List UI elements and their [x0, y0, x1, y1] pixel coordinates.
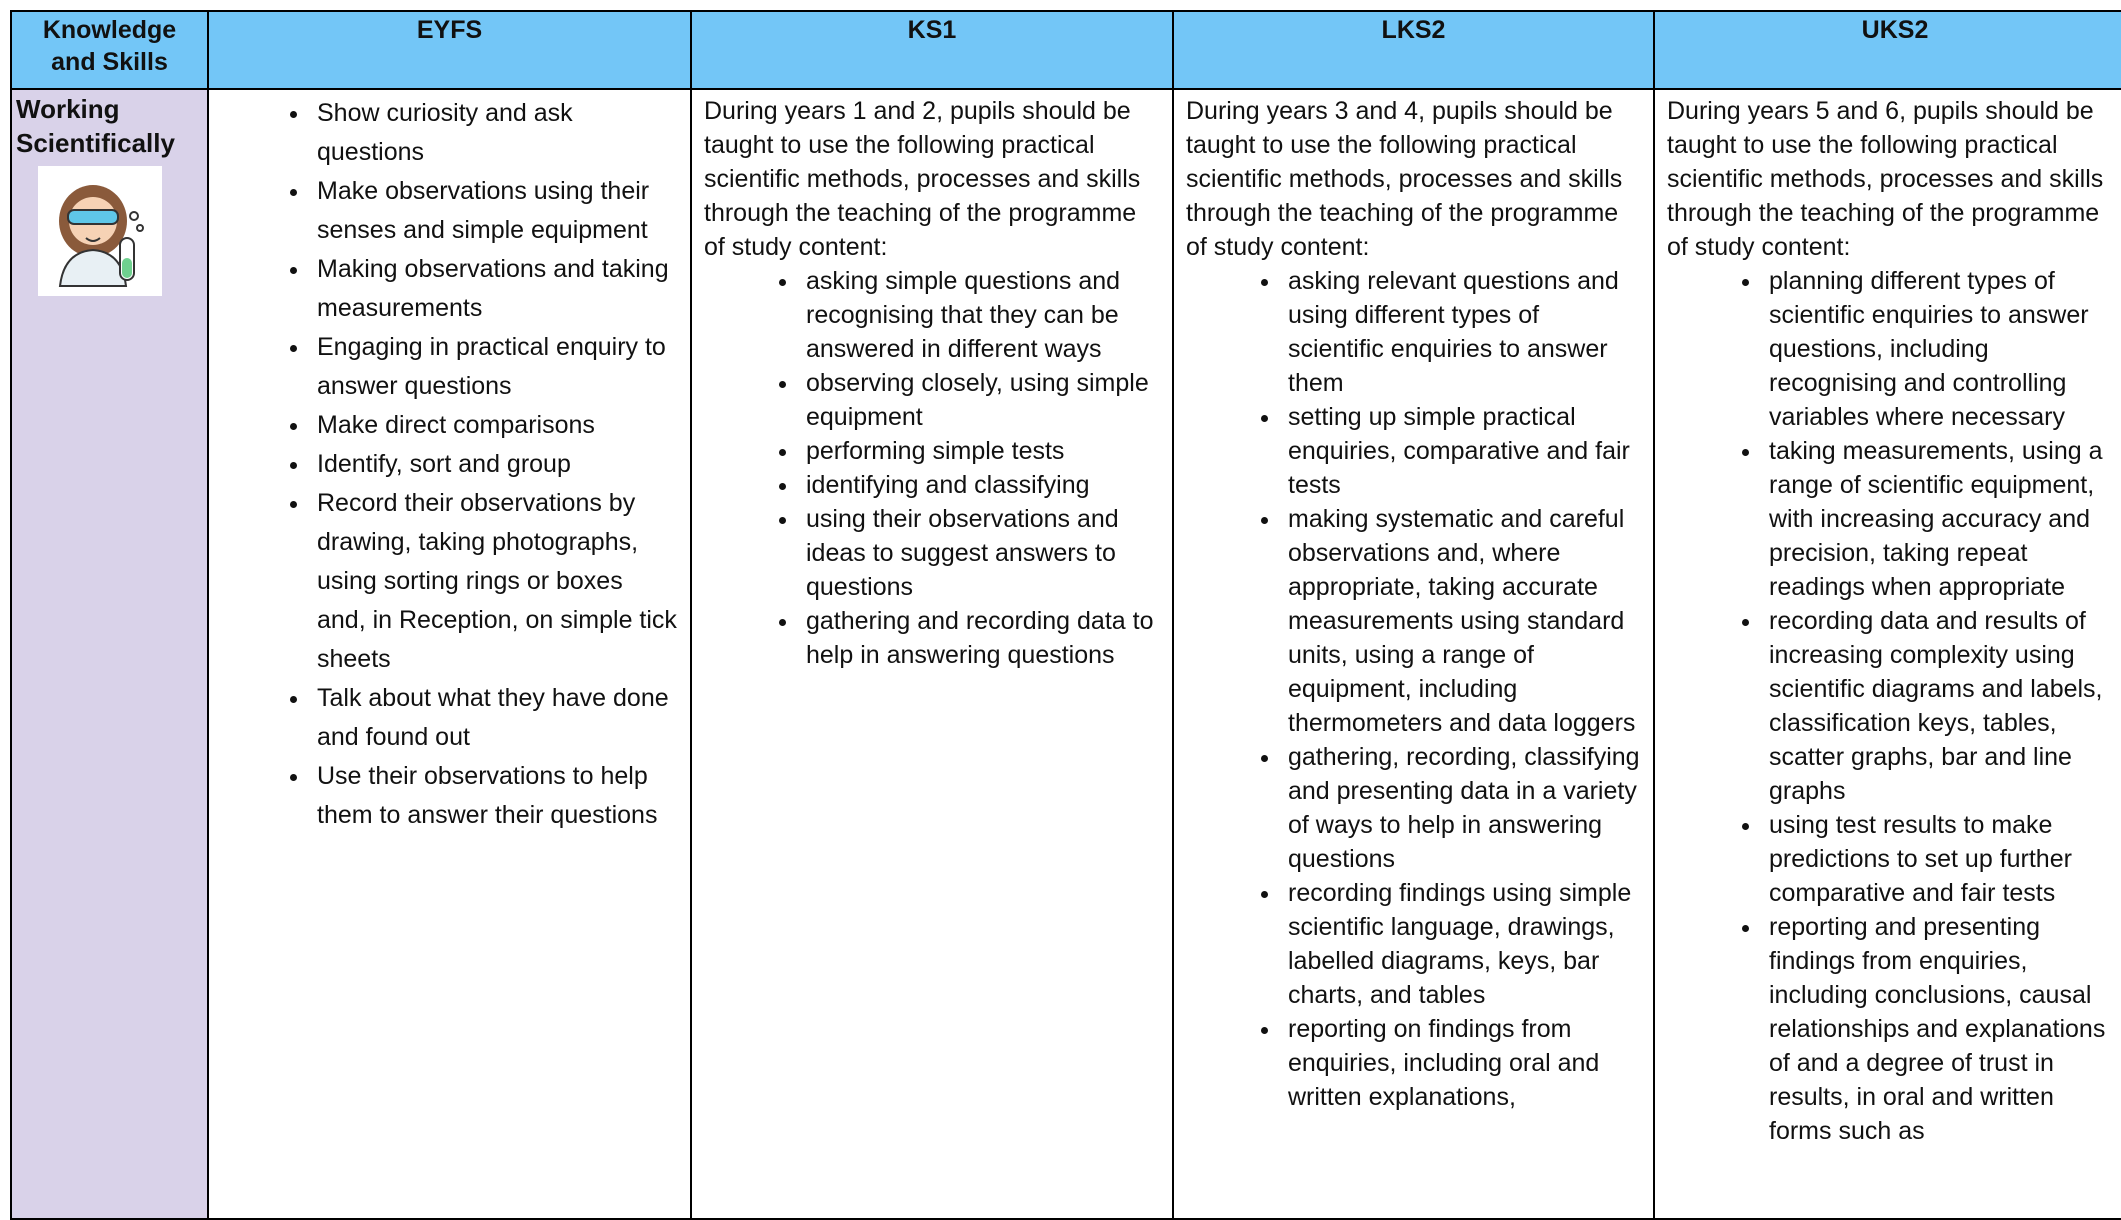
- bullet-item: reporting on findings from enquiries, in…: [1282, 1012, 1641, 1114]
- header-cell: UKS2: [1653, 10, 2121, 90]
- content-cell: During years 3 and 4, pupils should be t…: [1172, 88, 1655, 1220]
- bullet-item: observing closely, using simple equipmen…: [800, 366, 1160, 434]
- content-cell: Show curiosity and ask questionsMake obs…: [207, 88, 692, 1220]
- row-label-cell: Working Scientifically: [10, 88, 209, 1220]
- curriculum-table: Knowledge and Skills EYFS KS1 LKS2 UKS2 Work…: [10, 10, 2121, 1220]
- bullet-item: Use their observations to help them to a…: [311, 757, 678, 835]
- intro-text: During years 3 and 4, pupils should be t…: [1186, 97, 1623, 261]
- bullet-item: asking relevant questions and using diff…: [1282, 264, 1641, 400]
- header-row: Knowledge and Skills EYFS KS1 LKS2 UKS2: [10, 10, 2121, 90]
- intro-text: During years 1 and 2, pupils should be t…: [704, 97, 1141, 261]
- header-cell: EYFS: [207, 10, 692, 90]
- row-label: Working Scientifically: [16, 94, 175, 158]
- bullet-item: gathering, recording, classifying and pr…: [1282, 740, 1641, 876]
- header-cell: Knowledge and Skills: [10, 10, 209, 90]
- bullet-item: setting up simple practical enquiries, c…: [1282, 400, 1641, 502]
- content-cell: During years 1 and 2, pupils should be t…: [690, 88, 1174, 1220]
- bullet-item: Engaging in practical enquiry to answer …: [311, 328, 678, 406]
- bullet-item: recording data and results of increasing…: [1763, 604, 2121, 808]
- bullet-list: Show curiosity and ask questionsMake obs…: [221, 94, 678, 835]
- bullet-item: identifying and classifying: [800, 468, 1160, 502]
- bullet-item: Making observations and taking measureme…: [311, 250, 678, 328]
- bullet-item: Show curiosity and ask questions: [311, 94, 678, 172]
- bullet-item: planning different types of scientific e…: [1763, 264, 2121, 434]
- bullet-item: making systematic and careful observatio…: [1282, 502, 1641, 740]
- bullet-item: performing simple tests: [800, 434, 1160, 468]
- bullet-item: reporting and presenting findings from e…: [1763, 910, 2121, 1148]
- intro-text: During years 5 and 6, pupils should be t…: [1667, 97, 2104, 261]
- header-cell: KS1: [690, 10, 1174, 90]
- bullet-item: Make direct comparisons: [311, 406, 678, 445]
- row: Working Scientifically Show curiosity an…: [10, 88, 2121, 1220]
- bullet-list: asking simple questions and recognising …: [704, 264, 1160, 672]
- bullet-item: gathering and recording data to help in …: [800, 604, 1160, 672]
- bullet-list: planning different types of scientific e…: [1667, 264, 2121, 1148]
- bullet-item: using their observations and ideas to su…: [800, 502, 1160, 604]
- bullet-item: Make observations using their senses and…: [311, 172, 678, 250]
- bullet-list: asking relevant questions and using diff…: [1186, 264, 1641, 1114]
- bullet-item: Talk about what they have done and found…: [311, 679, 678, 757]
- bullet-item: Record their observations by drawing, ta…: [311, 484, 678, 679]
- bullet-item: recording findings using simple scientif…: [1282, 876, 1641, 1012]
- bullet-item: Identify, sort and group: [311, 445, 678, 484]
- bullet-item: asking simple questions and recognising …: [800, 264, 1160, 366]
- content-cell: During years 5 and 6, pupils should be t…: [1653, 88, 2121, 1220]
- header-cell: LKS2: [1172, 10, 1655, 90]
- scientist-icon: [38, 166, 162, 296]
- bullet-item: using test results to make predictions t…: [1763, 808, 2121, 910]
- bullet-item: taking measurements, using a range of sc…: [1763, 434, 2121, 604]
